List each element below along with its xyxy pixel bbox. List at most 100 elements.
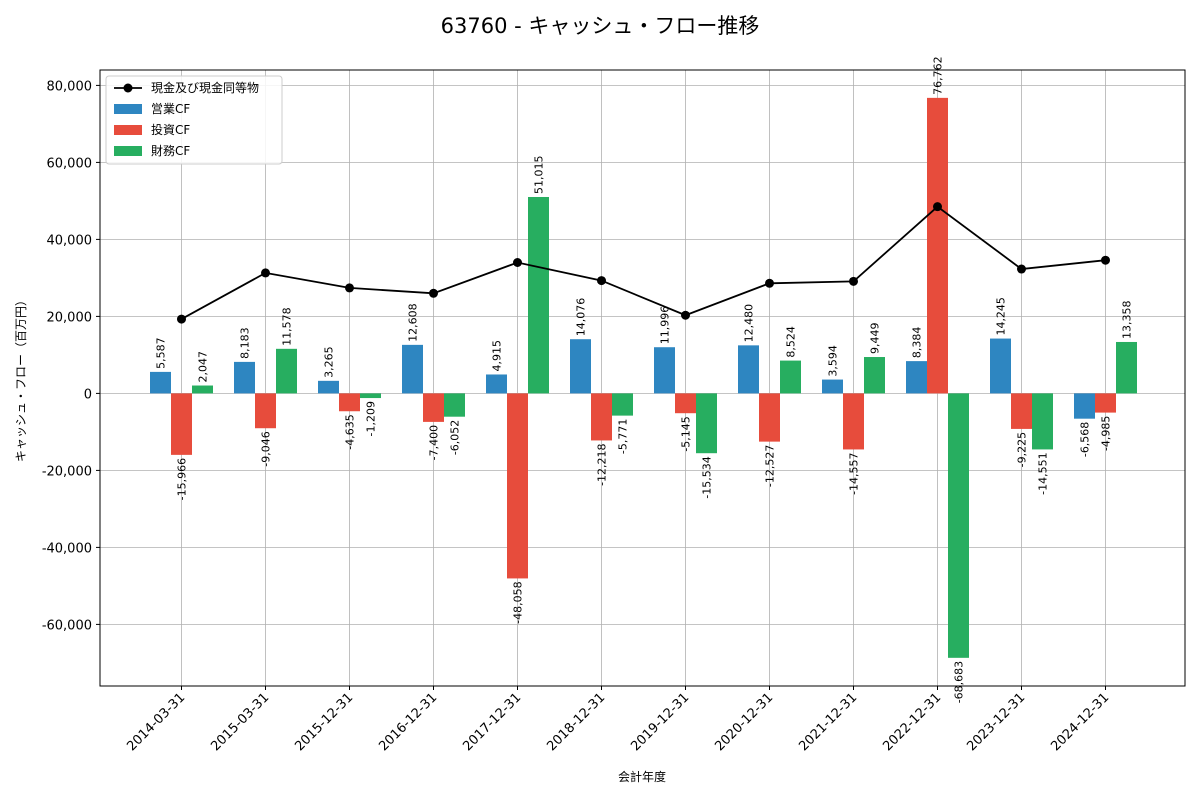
bars-layer — [150, 97, 1137, 658]
bar — [444, 393, 465, 417]
plot-frame — [99, 69, 1186, 687]
bar — [843, 393, 864, 450]
bar — [276, 348, 297, 394]
data-label: -14,557 — [848, 452, 861, 494]
data-label: -6,568 — [1079, 422, 1092, 457]
data-label: 51,015 — [533, 155, 546, 194]
bar — [339, 393, 360, 412]
bar — [612, 393, 633, 416]
legend-label: 投資CF — [151, 122, 190, 137]
bar — [318, 380, 339, 394]
y-tick-label: -40,000 — [42, 541, 92, 556]
bar — [906, 361, 927, 394]
bar — [423, 393, 444, 422]
bar — [990, 338, 1011, 394]
bar — [1032, 393, 1053, 450]
data-label: 9,449 — [869, 323, 882, 355]
x-tick-label: 2019-12-31 — [628, 690, 692, 754]
data-label: 2,047 — [197, 351, 210, 383]
cash-point — [345, 283, 354, 293]
legend-swatch — [114, 104, 142, 114]
bar — [486, 374, 507, 394]
legend-label: 財務CF — [151, 143, 190, 158]
x-tick-label: 2020-12-31 — [712, 690, 776, 754]
x-tick-label: 2014-03-31 — [124, 690, 188, 754]
y-tick-label: -60,000 — [42, 618, 92, 633]
bar — [171, 393, 192, 455]
bar — [738, 345, 759, 394]
data-label: -7,400 — [428, 425, 441, 460]
cash-point — [1017, 264, 1026, 274]
cash-line — [181, 205, 1106, 320]
cash-point — [429, 288, 438, 298]
cash-point — [933, 202, 942, 212]
y-tick-label: 60,000 — [47, 156, 93, 171]
bar — [696, 393, 717, 454]
bar — [402, 344, 423, 394]
data-label: 8,183 — [239, 327, 252, 359]
bar — [822, 379, 843, 394]
data-label: -1,209 — [365, 401, 378, 436]
bar — [570, 339, 591, 394]
data-label: 14,076 — [575, 298, 588, 337]
data-label: -5,145 — [680, 416, 693, 451]
bar — [927, 97, 948, 394]
x-tick-label: 2021-12-31 — [796, 690, 860, 754]
bar — [234, 361, 255, 394]
y-tick-label: -20,000 — [42, 464, 92, 479]
data-label: -15,534 — [701, 456, 714, 498]
y-axis-label: キャッシュ・フロー（百万円） — [14, 294, 28, 462]
bar — [150, 371, 171, 394]
legend-label: 営業CF — [151, 102, 190, 116]
bar — [864, 357, 885, 394]
x-tick-label: 2017-12-31 — [460, 690, 524, 754]
cash-point — [513, 258, 522, 267]
data-label: 8,384 — [911, 327, 924, 359]
data-label: -15,966 — [176, 458, 189, 500]
bar — [192, 385, 213, 394]
data-label: 5,587 — [155, 337, 168, 369]
data-label: 4,915 — [491, 340, 504, 372]
data-label: 3,265 — [323, 346, 336, 378]
y-tick-label: 80,000 — [47, 79, 93, 94]
cash-point — [1101, 255, 1110, 265]
cash-point — [681, 310, 690, 320]
y-axis: -60,000 -40,000 -20,000 0 20,000 40,000 60,000… — [42, 79, 100, 633]
cash-point — [849, 276, 858, 286]
line-layer — [177, 202, 1110, 324]
data-label: -4,635 — [344, 414, 357, 449]
legend-swatch — [114, 125, 142, 135]
data-label: 12,480 — [743, 304, 756, 343]
y-tick-label: 20,000 — [47, 310, 93, 325]
data-label: -9,225 — [1016, 432, 1029, 467]
x-tick-label: 2018-12-31 — [544, 690, 608, 754]
bar — [255, 393, 276, 429]
y-tick-label: 40,000 — [47, 233, 93, 248]
legend-marker — [123, 83, 133, 93]
bar — [528, 196, 549, 394]
bar — [948, 393, 969, 658]
cash-point — [597, 276, 606, 286]
bar — [360, 393, 381, 399]
cash-point — [177, 314, 186, 324]
x-tick-label: 2016-12-31 — [376, 690, 440, 754]
y-tick-label: 0 — [84, 387, 92, 402]
legend-box — [105, 75, 283, 165]
bar — [507, 393, 528, 579]
data-label: 8,524 — [785, 326, 798, 358]
bar — [1074, 393, 1095, 419]
bar — [654, 347, 675, 394]
x-tick-label: 2022-12-31 — [880, 690, 944, 754]
data-label: -68,683 — [953, 661, 966, 703]
bar — [1116, 341, 1137, 394]
data-label: 13,358 — [1121, 300, 1134, 339]
bar — [780, 360, 801, 394]
x-tick-label: 2015-03-31 — [208, 690, 272, 754]
data-label: 76,762 — [932, 56, 945, 95]
x-tick-label: 2015-12-31 — [292, 690, 356, 754]
data-label: -14,551 — [1037, 452, 1050, 494]
bar — [591, 393, 612, 441]
legend-swatch — [114, 146, 142, 156]
x-tick-label: 2023-12-31 — [964, 690, 1028, 754]
